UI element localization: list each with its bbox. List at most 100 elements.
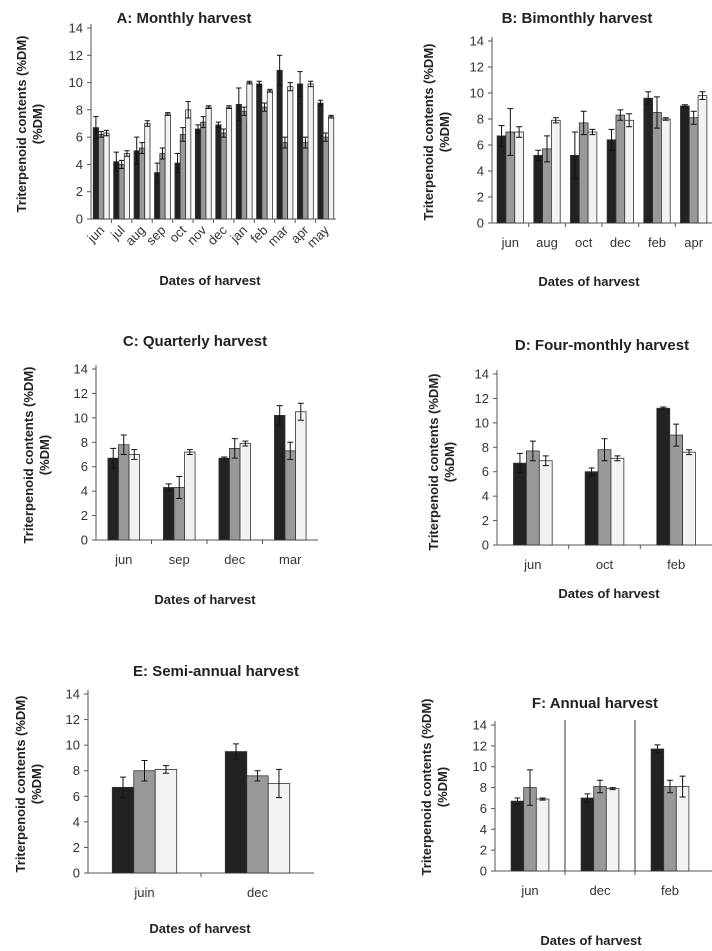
panel-b-x-tick-label: jun (501, 235, 519, 250)
panel-e-bar (246, 775, 269, 874)
panel-b-error-bar (617, 109, 624, 121)
panel-c-bar (128, 454, 140, 541)
panel-b-bar (587, 131, 598, 224)
panel-f-bar (605, 788, 620, 872)
panel-a-bar (179, 134, 186, 220)
panel-b-x-tick-label: oct (575, 235, 593, 250)
panel-a-bar (144, 123, 151, 220)
panel-e-y-tick-label: 14 (66, 687, 80, 702)
panel-e-title: E: Semi-annual harvest (133, 663, 299, 680)
panel-b-bar (496, 135, 507, 224)
panel-b-y-tick-label: 14 (470, 34, 484, 49)
panel-f-plot: 0 2 4 6 8 10 12 14 jun dec feb (473, 718, 712, 898)
panel-a-error-bar (159, 147, 166, 160)
panel-c-ylabel: Triterpenoid contents (%DM) (21, 367, 36, 544)
panel-a-y-tick-label: 14 (69, 21, 83, 36)
panel-b-error-bar (589, 128, 596, 136)
panel-b-y-tick-label: 2 (477, 190, 484, 205)
panel-a-bar (225, 106, 233, 220)
panel-a-bar (159, 153, 166, 220)
panel-b-error-bar (580, 110, 587, 136)
panel-a-bar (317, 102, 324, 220)
panel-a-error-bar (236, 87, 242, 122)
panel-b-bar (688, 117, 699, 224)
panel-a-error-bar (308, 80, 314, 88)
panel-d-y-tick-label: 6 (482, 464, 489, 479)
panel-a-error-bar (323, 132, 329, 142)
panel-c-error-bar (131, 449, 138, 460)
panel-b-error-bar (571, 131, 578, 180)
panel-b-bar (697, 95, 708, 224)
panel-a-error-bar (134, 136, 140, 165)
panel-e-y-tick-label: 6 (73, 789, 80, 804)
panel-a-bar (266, 90, 273, 220)
panel-b-x-tick-label: aug (536, 235, 558, 250)
panel-f: F: Annual harvest Triterpenoid contents … (419, 695, 712, 948)
panel-c-bar (284, 450, 296, 541)
panel-b-bar (643, 97, 653, 224)
panel-d-title: D: Four-monthly harvest (515, 337, 689, 354)
panel-e-bar (224, 751, 248, 874)
panel-d-y-tick-label: 8 (482, 440, 489, 455)
panel-e-plot: 0 2 4 6 8 10 12 14 juin dec (66, 687, 314, 900)
panel-c-y-tick-label: 6 (81, 459, 88, 474)
panel-a-bar (138, 147, 146, 220)
panel-f-error-bar (527, 769, 533, 806)
panel-a-error-bar (256, 80, 262, 88)
panel-d-error-bar (588, 467, 595, 476)
panel-f-ylabel: Triterpenoid contents (%DM) (419, 699, 434, 876)
panel-c-y-tick-label: 14 (74, 362, 88, 377)
panel-a-bar (235, 104, 242, 220)
panel-f-error-bar (667, 779, 673, 794)
panel-c-error-bar (120, 434, 127, 455)
panel-f-y-tick-label: 0 (480, 864, 487, 879)
panel-b-bar (661, 118, 671, 224)
panel-a-error-bar (261, 102, 268, 112)
panel-f-ylabel-unit: (%DM) (435, 767, 450, 807)
panel-e-error-bar (233, 743, 240, 760)
panel-d-x-tick-label: feb (667, 557, 685, 572)
panel-c-error-bar (242, 440, 249, 447)
panel-e-error-bar (275, 768, 282, 799)
panel-b-bar (551, 119, 561, 224)
panel-d-y-tick-label: 12 (475, 391, 489, 406)
panel-a-error-bar (98, 131, 104, 138)
panel-c-bar (295, 411, 307, 541)
panel-c-error-bar (221, 456, 228, 460)
panel-b-bar (606, 139, 617, 224)
panel-a-error-bar (200, 116, 206, 129)
panel-a-bar (241, 110, 248, 220)
panel-a-error-bar (215, 121, 222, 129)
panel-f-y-tick-label: 14 (473, 718, 487, 733)
panel-f-y-tick-label: 2 (480, 843, 487, 858)
panel-a-error-bar (139, 142, 145, 155)
panel-a-y-tick-label: 4 (76, 157, 83, 172)
panel-b-ylabel-unit: (%DM) (437, 112, 452, 152)
panel-a-y-tick-label: 2 (76, 184, 83, 199)
panel-b-error-bar (498, 125, 505, 147)
panel-a-bar (123, 153, 130, 220)
panel-d-bar (513, 462, 527, 546)
panel-e-y-tick-label: 8 (73, 763, 80, 778)
panel-a-error-bar (287, 82, 293, 92)
panel-d-ylabel: Triterpenoid contents (%DM) (426, 374, 441, 551)
panel-a-bar (281, 142, 289, 220)
panel-a-error-bar (246, 80, 253, 85)
panel-b-error-bar (681, 104, 688, 108)
panel-a-bar (194, 128, 202, 220)
panel-f-x-tick-label: feb (661, 883, 679, 898)
panel-a-bar (276, 69, 283, 220)
panel-a-xlabel: Dates of harvest (159, 273, 261, 288)
panel-a-error-bar (276, 54, 283, 86)
panel-b-error-bar (544, 135, 550, 163)
panel-a-error-bar (124, 150, 130, 157)
panel-d-bar (597, 449, 612, 546)
panel-f-bar (650, 748, 665, 872)
panel-d-error-bar (686, 449, 693, 456)
panel-c-xlabel: Dates of harvest (154, 592, 256, 607)
panel-b-x-tick-label: feb (648, 235, 666, 250)
panel-c-error-bar (297, 402, 304, 421)
panel-a-bar (328, 116, 335, 220)
panel-c-error-bar (110, 447, 117, 469)
